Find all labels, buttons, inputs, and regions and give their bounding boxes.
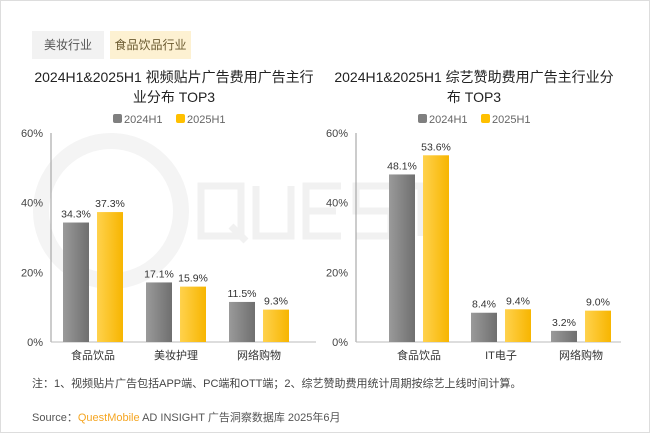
bar-2025H1 — [585, 310, 611, 342]
data-label: 9.3% — [264, 296, 288, 308]
bar-2025H1 — [423, 155, 449, 342]
bar-2024H1 — [63, 222, 89, 342]
y-tick-label: 40% — [326, 198, 348, 210]
data-label: 15.9% — [178, 273, 208, 285]
footnote: 注：1、视频贴片广告包括APP端、PC端和OTT端；2、综艺赞助费用统计周期按综… — [32, 378, 522, 390]
data-label: 17.1% — [144, 268, 174, 280]
bar-2024H1 — [229, 301, 255, 342]
y-tick-label: 60% — [21, 128, 43, 140]
legend-label: 2024H1 — [124, 114, 163, 126]
category-label: 食品饮品 — [71, 348, 115, 362]
chart-title-right: 2024H1&2025H1 综艺赞助费用广告主行业分布 TOP3 — [334, 69, 614, 105]
data-label: 48.1% — [387, 160, 417, 172]
y-tick-label: 0% — [332, 337, 348, 349]
legend-label: 2025H1 — [187, 114, 226, 126]
chart-title-left: 2024H1&2025H1 视频贴片广告费用广告主行业分布 TOP3 — [34, 69, 314, 105]
category-label: IT电子 — [485, 349, 517, 362]
y-tick-label: 0% — [27, 337, 43, 349]
bar-2024H1 — [146, 282, 172, 342]
category-label: 美妆护理 — [154, 348, 198, 362]
data-label: 8.4% — [472, 299, 496, 311]
bar-2024H1 — [471, 312, 497, 342]
source: Source：QuestMobile AD INSIGHT 广告洞察数据库 20… — [32, 409, 341, 425]
bar-2025H1 — [505, 309, 531, 342]
source-rest: AD INSIGHT 广告洞察数据库 2025年6月 — [139, 412, 341, 424]
data-label: 11.5% — [228, 288, 257, 300]
y-tick-label: 20% — [21, 267, 43, 279]
legend-swatch-2024H1 — [418, 114, 427, 123]
y-tick-label: 60% — [326, 128, 348, 140]
category-label: 网络购物 — [237, 348, 281, 362]
category-label: 网络购物 — [559, 348, 603, 362]
legend-label: 2024H1 — [429, 114, 468, 126]
data-label: 34.3% — [61, 209, 91, 221]
bar-2024H1 — [551, 330, 577, 342]
source-brand: QuestMobile — [77, 412, 140, 424]
bar-2024H1 — [389, 174, 415, 342]
bar-2025H1 — [180, 286, 206, 342]
legend-swatch-2025H1 — [176, 114, 185, 123]
bar-2025H1 — [263, 309, 289, 342]
data-label: 9.0% — [586, 297, 610, 309]
data-label: 53.6% — [421, 141, 451, 153]
y-tick-label: 20% — [326, 267, 348, 279]
legend-swatch-2025H1 — [481, 114, 490, 123]
source-label: Source： — [32, 412, 78, 424]
tab-beauty[interactable]: 美妆行业 — [32, 31, 104, 59]
category-label: 食品饮品 — [397, 348, 441, 362]
data-label: 9.4% — [506, 295, 530, 307]
legend-label: 2025H1 — [492, 114, 531, 126]
bar-2025H1 — [97, 212, 123, 342]
y-tick-label: 40% — [21, 198, 43, 210]
data-label: 37.3% — [95, 198, 125, 210]
legend-swatch-2024H1 — [113, 114, 122, 123]
tab-food-beverage[interactable]: 食品饮品行业 — [110, 31, 191, 59]
data-label: 3.2% — [552, 317, 576, 329]
